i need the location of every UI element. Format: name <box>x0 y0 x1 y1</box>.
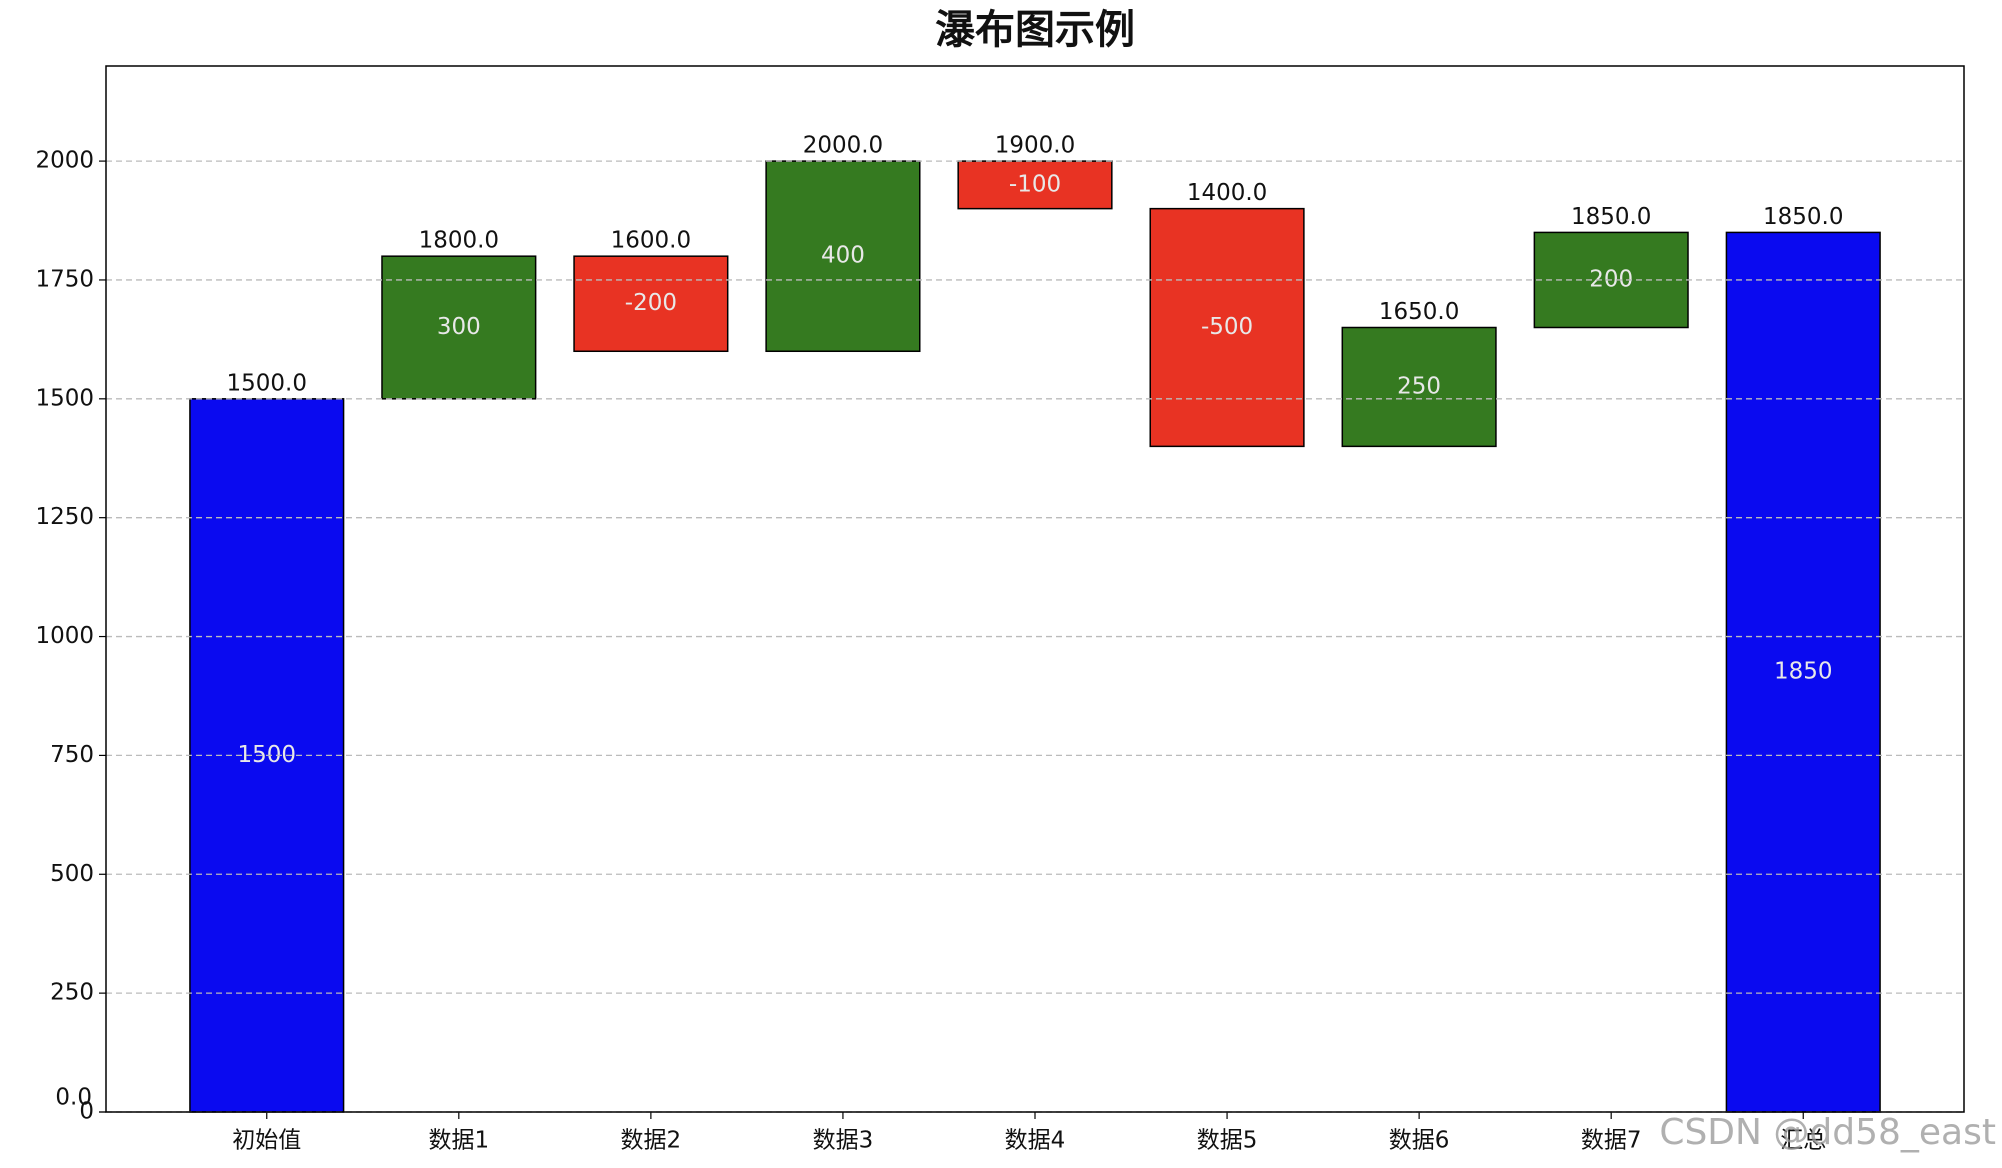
y-tick-label: 2000 <box>35 148 94 174</box>
value-label: -100 <box>1009 171 1061 197</box>
bar <box>765 160 921 353</box>
chart-title: 瀑布图示例 <box>935 7 1135 53</box>
bar <box>1149 207 1305 448</box>
bar <box>957 160 1113 210</box>
y-tick-label: 1750 <box>35 266 94 292</box>
x-tick-label: 数据2 <box>621 1128 682 1154</box>
value-label: -200 <box>625 290 677 316</box>
y-tick-label: 1000 <box>35 623 94 649</box>
bar <box>1725 231 1881 1113</box>
value-label: 250 <box>1397 373 1441 399</box>
y-tick-label: 1250 <box>35 504 94 530</box>
total-label: 1500.0 <box>227 370 307 396</box>
total-label: 2000.0 <box>803 133 883 159</box>
bar <box>573 255 729 353</box>
total-label: 1400.0 <box>1187 180 1267 206</box>
watermark: CSDN @dd58_east <box>1659 1112 1996 1153</box>
total-label: 1650.0 <box>1379 299 1459 325</box>
x-tick-label: 数据1 <box>428 1128 489 1154</box>
x-tick-label: 数据4 <box>1005 1128 1066 1154</box>
total-label: 1850.0 <box>1571 204 1651 230</box>
y-tick-label: 0 <box>79 1099 94 1125</box>
y-tick-label: 250 <box>50 980 94 1006</box>
y-tick-label: 750 <box>50 742 94 768</box>
bar <box>1341 326 1497 448</box>
plot-frame <box>105 65 1965 1113</box>
value-label: 300 <box>437 314 481 340</box>
y-tick-label: 0.0 <box>55 1085 92 1111</box>
x-tick-label: 汇总 <box>1780 1128 1826 1154</box>
total-label: 1800.0 <box>419 228 499 254</box>
y-tick-label: 1500 <box>35 385 94 411</box>
y-tick-label: 500 <box>50 861 94 887</box>
total-label: 1600.0 <box>611 228 691 254</box>
x-tick-label: 数据5 <box>1197 1128 1258 1154</box>
total-label: 1850.0 <box>1763 204 1843 230</box>
x-tick-label: 数据7 <box>1581 1128 1642 1154</box>
x-tick-label: 数据6 <box>1389 1128 1450 1154</box>
value-label: 1850 <box>1774 659 1833 685</box>
value-label: -500 <box>1201 314 1253 340</box>
total-label: 1900.0 <box>995 133 1075 159</box>
x-tick-label: 初始值 <box>232 1128 301 1154</box>
value-label: 400 <box>821 243 865 269</box>
x-tick-label: 数据3 <box>813 1128 874 1154</box>
